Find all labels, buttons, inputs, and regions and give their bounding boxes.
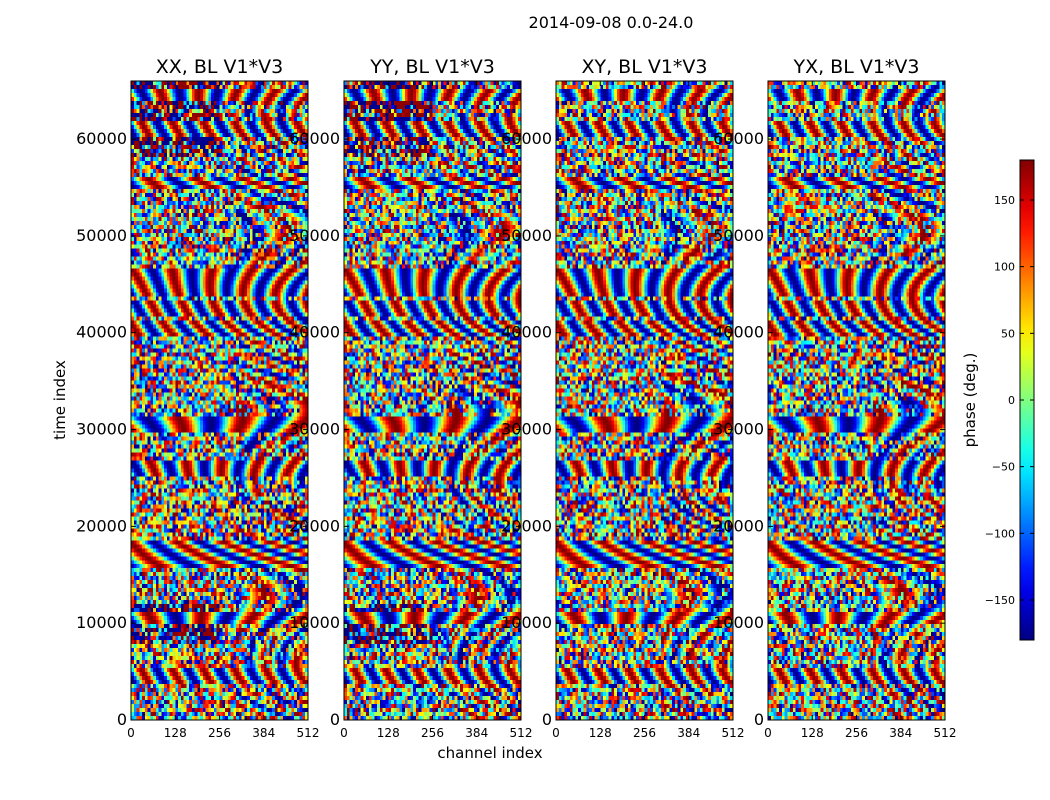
x-tick-label: 512 (510, 726, 533, 740)
phase-heatmap-image (131, 81, 308, 720)
panel-0: XX, BL V1*V3 0 128 256 384 512 0 10000 20000 3000… (76, 56, 319, 740)
colorbar-tick-label: −150 (985, 594, 1015, 607)
panel-3: YX, BL V1*V3 0 128 256 384 512 0 10000 20000 3000… (713, 56, 956, 740)
x-tick-label: 384 (465, 726, 488, 740)
x-tick-label: 512 (722, 726, 745, 740)
x-tick-label: 0 (552, 726, 560, 740)
y-tick-label: 60000 (289, 129, 340, 148)
x-axis-label: channel index (437, 744, 542, 762)
colorbar-tick-label: 100 (994, 261, 1015, 274)
phase-heatmap-image (556, 81, 733, 720)
y-tick-label: 50000 (713, 226, 764, 245)
y-tick-label: 30000 (501, 420, 552, 439)
y-tick-label: 50000 (501, 226, 552, 245)
y-tick-label: 10000 (76, 613, 127, 632)
phase-heatmap-image (768, 81, 945, 720)
y-tick-label: 60000 (76, 129, 127, 148)
x-tick-label: 256 (845, 726, 868, 740)
x-tick-label: 128 (589, 726, 612, 740)
colorbar-tick-label: −100 (985, 527, 1015, 540)
y-tick-label: 0 (754, 710, 764, 729)
y-tick-label: 20000 (289, 516, 340, 535)
y-tick-label: 40000 (289, 323, 340, 342)
x-tick-label: 384 (889, 726, 912, 740)
x-tick-label: 0 (340, 726, 348, 740)
x-tick-label: 0 (127, 726, 135, 740)
x-tick-label: 128 (164, 726, 187, 740)
x-tick-label: 384 (252, 726, 275, 740)
panels-group: XX, BL V1*V3 0 128 256 384 512 0 10000 20000 3000… (76, 56, 956, 740)
panel-title: XX, BL V1*V3 (156, 56, 283, 78)
x-tick-label: 256 (633, 726, 656, 740)
x-tick-label: 384 (677, 726, 700, 740)
y-tick-label: 20000 (76, 516, 127, 535)
colorbar: 150 100 50 0 −50 −100 −150 (985, 159, 1035, 641)
x-tick-label: 256 (421, 726, 444, 740)
y-tick-label: 40000 (76, 323, 127, 342)
colorbar-tick-label: 0 (1008, 394, 1015, 407)
y-tick-label: 0 (117, 710, 127, 729)
y-tick-label: 0 (330, 710, 340, 729)
phase-heatmap-image (344, 81, 521, 720)
y-tick-label: 10000 (501, 613, 552, 632)
y-tick-label: 40000 (713, 323, 764, 342)
x-tick-label: 0 (764, 726, 772, 740)
x-tick-label: 256 (208, 726, 231, 740)
y-tick-label: 50000 (289, 226, 340, 245)
y-tick-label: 60000 (713, 129, 764, 148)
x-tick-label: 512 (297, 726, 320, 740)
colorbar-tick-label: −50 (992, 461, 1015, 474)
colorbar-tick-label: 150 (994, 194, 1015, 207)
y-tick-label: 30000 (289, 420, 340, 439)
x-tick-label: 512 (934, 726, 957, 740)
x-tick-label: 128 (377, 726, 400, 740)
figure-title: 2014-09-08 0.0-24.0 (529, 13, 694, 32)
y-axis-label: time index (51, 360, 69, 440)
y-tick-label: 60000 (501, 129, 552, 148)
panel-2: XY, BL V1*V3 0 128 256 384 512 0 10000 20000 3000… (501, 56, 744, 740)
y-tick-label: 20000 (501, 516, 552, 535)
x-tick-label: 128 (801, 726, 824, 740)
colorbar-label: phase (deg.) (961, 353, 979, 448)
y-tick-label: 20000 (713, 516, 764, 535)
y-tick-label: 10000 (713, 613, 764, 632)
y-tick-label: 10000 (289, 613, 340, 632)
y-tick-label: 30000 (76, 420, 127, 439)
panel-title: YY, BL V1*V3 (369, 56, 495, 78)
y-tick-label: 50000 (76, 226, 127, 245)
panel-title: XY, BL V1*V3 (581, 56, 707, 78)
panel-title: YX, BL V1*V3 (792, 56, 919, 78)
panel-1: YY, BL V1*V3 0 128 256 384 512 0 10000 20000 3000… (289, 56, 532, 740)
colorbar-tick-label: 50 (1001, 327, 1015, 340)
y-tick-label: 40000 (501, 323, 552, 342)
y-tick-label: 30000 (713, 420, 764, 439)
y-tick-label: 0 (542, 710, 552, 729)
